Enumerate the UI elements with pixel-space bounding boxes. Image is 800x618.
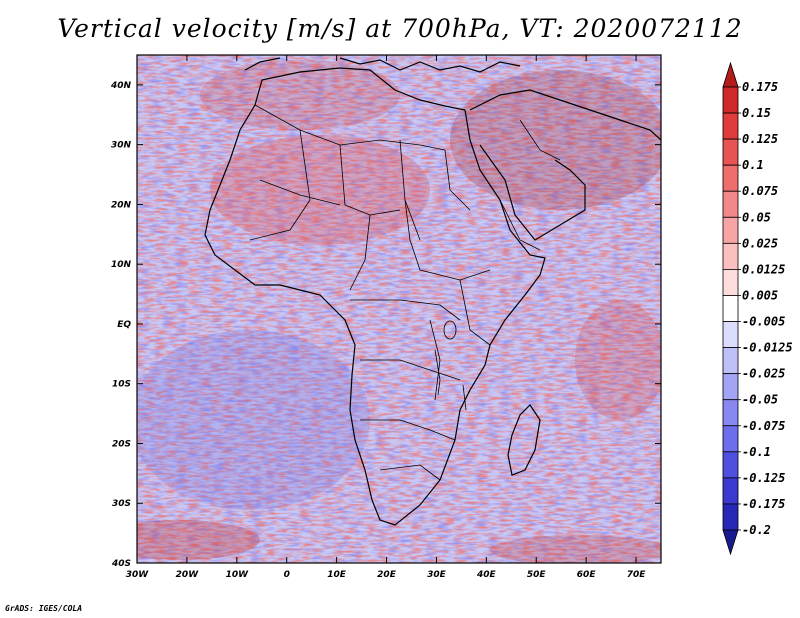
lat-tick-label: 10S: [112, 380, 131, 390]
colorbar-swatch: [722, 190, 739, 218]
colorbar-label: 0.005: [742, 288, 778, 302]
lake-victoria: [443, 320, 457, 340]
lon-tick-label: 20W: [176, 570, 200, 580]
colorbar-label: -0.1: [742, 445, 771, 459]
colorbar-top-arrow: [722, 61, 739, 88]
colorbar-swatch: [722, 425, 739, 453]
lake-malawi: [462, 384, 467, 411]
southern-ocean-front: [490, 535, 661, 563]
colorbar-label: 0.05: [742, 210, 771, 224]
lake-tanganyika: [434, 349, 441, 396]
plot-title: Vertical velocity [m/s] at 700hPa, VT: 2…: [57, 14, 743, 43]
arabia-convection-region: [450, 70, 661, 210]
south-atlantic-front: [137, 520, 260, 560]
lat-tick-label: 40S: [111, 559, 131, 569]
colorbar-swatch: [722, 164, 739, 192]
lat-tick-label: 20S: [112, 439, 131, 449]
colorbar-swatch: [722, 321, 739, 348]
colorbar-swatch: [722, 373, 739, 401]
sahel-convection-region: [210, 135, 430, 245]
map-frame: [136, 54, 662, 564]
colorbar-label: 0.1: [742, 158, 764, 172]
lat-tick-label: 10N: [111, 260, 132, 270]
colorbar-swatch: [722, 503, 739, 531]
lat-tick-label: EQ: [117, 320, 131, 330]
colorbar-swatch: [722, 216, 739, 244]
vertical-velocity-field: [137, 55, 661, 563]
colorbar-label: 0.0125: [742, 262, 785, 276]
lon-tick-label: 10W: [226, 570, 250, 580]
colorbar-label: -0.0125: [742, 341, 793, 355]
arabia-coastline: [469, 89, 661, 241]
colorbar-label: -0.125: [742, 471, 785, 485]
colorbar-swatch: [722, 477, 739, 505]
colorbar-label: -0.175: [742, 497, 785, 511]
colorbar-swatch: [722, 138, 739, 166]
colorbar-label: -0.2: [742, 523, 771, 537]
lon-tick-label: 20E: [377, 570, 397, 580]
country-borders: [249, 104, 561, 481]
colorbar-swatch: [722, 295, 739, 322]
colorbar-label: 0.025: [742, 236, 778, 250]
lat-tick-label: 20N: [111, 200, 132, 210]
lat-tick-label: 30N: [111, 141, 132, 151]
colorbar-label: -0.05: [742, 393, 778, 407]
colorbar-label: 0.075: [742, 184, 778, 198]
colorbar-label: 0.125: [742, 132, 778, 146]
colorbar-swatch: [722, 451, 739, 479]
colorbar-swatch: [722, 86, 739, 114]
lon-tick-label: 40E: [476, 570, 497, 580]
colorbar-swatch: [722, 347, 739, 375]
lon-tick-label: 10E: [327, 570, 347, 580]
lon-tick-label: 30E: [427, 570, 447, 580]
colorbar-label: -0.005: [742, 315, 785, 329]
lon-tick-label: 0: [284, 570, 290, 580]
africa-coastline: [204, 67, 546, 526]
south-atlantic-subsidence: [137, 330, 370, 510]
colorbar: 0.175 0.15 0.125 0.1 0.075 0.05 0.025 0.0125 0.0…: [722, 61, 793, 556]
lon-tick-label: 70E: [627, 570, 647, 580]
lon-tick-label: 60E: [577, 570, 597, 580]
colorbar-swatch: [722, 399, 739, 427]
lat-tick-label: 30S: [112, 499, 131, 509]
lat-tick-label: 40N: [110, 81, 132, 91]
lon-tick-label: 30W: [126, 570, 150, 580]
colorbar-swatch: [722, 242, 739, 270]
colorbar-bottom-arrow: [722, 529, 739, 556]
madagascar-coastline: [507, 404, 541, 476]
colorbar-label: -0.075: [742, 419, 785, 433]
colorbar-label: 0.15: [742, 106, 771, 120]
colorbar-swatch: [722, 112, 739, 140]
europe-coastline: [244, 57, 521, 73]
colorbar-swatch: [722, 269, 739, 296]
colorbar-label: -0.025: [742, 367, 785, 381]
lon-tick-label: 50E: [527, 570, 547, 580]
indian-ocean-vortex: [575, 300, 661, 420]
colorbar-label: 0.175: [742, 80, 778, 94]
grads-credit: GrADS: IGES/COLA: [5, 604, 83, 613]
